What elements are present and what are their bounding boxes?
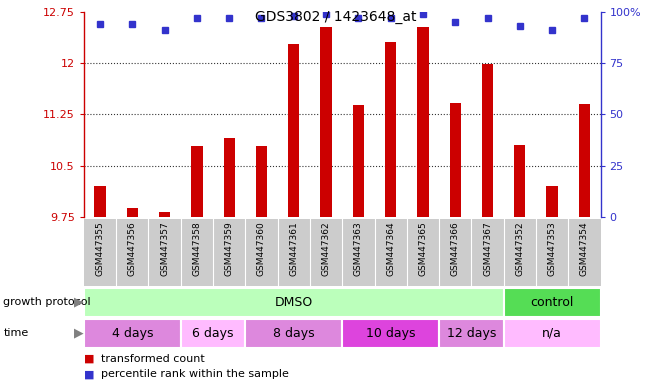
Text: time: time bbox=[3, 328, 29, 338]
Bar bbox=[439, 319, 504, 348]
Bar bbox=[84, 319, 180, 348]
Text: transformed count: transformed count bbox=[101, 354, 205, 364]
Bar bbox=[191, 146, 203, 217]
Text: 8 days: 8 days bbox=[273, 327, 315, 339]
Bar bbox=[353, 105, 364, 217]
Bar bbox=[579, 104, 590, 217]
Text: GSM447359: GSM447359 bbox=[225, 221, 234, 276]
Text: ▶: ▶ bbox=[74, 296, 84, 309]
Text: 12 days: 12 days bbox=[447, 327, 496, 339]
Bar bbox=[223, 138, 235, 217]
Bar bbox=[385, 42, 397, 217]
Text: ■: ■ bbox=[84, 354, 95, 364]
Bar bbox=[482, 64, 493, 217]
Text: 10 days: 10 days bbox=[366, 327, 415, 339]
Text: GSM447365: GSM447365 bbox=[419, 221, 427, 276]
Bar bbox=[514, 145, 525, 217]
Text: 4 days: 4 days bbox=[111, 327, 153, 339]
Text: GSM447357: GSM447357 bbox=[160, 221, 169, 276]
Bar bbox=[321, 27, 331, 217]
Bar bbox=[246, 319, 342, 348]
Text: GDS3802 / 1423648_at: GDS3802 / 1423648_at bbox=[255, 10, 416, 23]
Bar bbox=[127, 208, 138, 217]
Text: GSM447352: GSM447352 bbox=[515, 221, 524, 276]
Text: growth protocol: growth protocol bbox=[3, 297, 91, 308]
Text: GSM447360: GSM447360 bbox=[257, 221, 266, 276]
Bar bbox=[504, 288, 601, 317]
Text: GSM447353: GSM447353 bbox=[548, 221, 557, 276]
Text: ▶: ▶ bbox=[74, 327, 84, 339]
Text: GSM447356: GSM447356 bbox=[127, 221, 137, 276]
Text: GSM447363: GSM447363 bbox=[354, 221, 363, 276]
Text: control: control bbox=[530, 296, 574, 309]
Text: 6 days: 6 days bbox=[193, 327, 234, 339]
Bar bbox=[342, 319, 439, 348]
Bar bbox=[95, 186, 105, 217]
Bar bbox=[159, 212, 170, 217]
Bar bbox=[180, 319, 246, 348]
Text: GSM447355: GSM447355 bbox=[95, 221, 105, 276]
Text: percentile rank within the sample: percentile rank within the sample bbox=[101, 369, 289, 379]
Text: GSM447358: GSM447358 bbox=[193, 221, 201, 276]
Bar bbox=[546, 186, 558, 217]
Text: GSM447354: GSM447354 bbox=[580, 221, 589, 276]
Text: ■: ■ bbox=[84, 369, 95, 379]
Text: GSM447366: GSM447366 bbox=[451, 221, 460, 276]
Bar bbox=[84, 288, 504, 317]
Text: DMSO: DMSO bbox=[274, 296, 313, 309]
Text: GSM447362: GSM447362 bbox=[321, 221, 331, 276]
Bar bbox=[288, 44, 299, 217]
Bar bbox=[256, 146, 267, 217]
Bar bbox=[450, 103, 461, 217]
Text: GSM447367: GSM447367 bbox=[483, 221, 492, 276]
Text: GSM447361: GSM447361 bbox=[289, 221, 299, 276]
Bar bbox=[504, 319, 601, 348]
Text: GSM447364: GSM447364 bbox=[386, 221, 395, 276]
Bar bbox=[417, 27, 429, 217]
Text: n/a: n/a bbox=[542, 327, 562, 339]
